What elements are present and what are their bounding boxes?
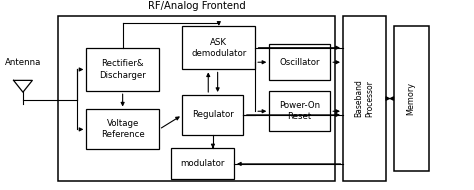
- Text: Oscillator: Oscillator: [280, 58, 320, 67]
- FancyBboxPatch shape: [393, 26, 429, 171]
- FancyBboxPatch shape: [182, 95, 244, 135]
- Text: modulator: modulator: [180, 159, 225, 168]
- Text: ASK
demodulator: ASK demodulator: [191, 38, 246, 58]
- Text: RF/Analog Frontend: RF/Analog Frontend: [148, 1, 246, 11]
- Text: Rectifier&
Discharger: Rectifier& Discharger: [99, 59, 146, 80]
- Text: Antenna: Antenna: [5, 58, 41, 67]
- Text: Power-On
Reset: Power-On Reset: [279, 101, 320, 121]
- FancyBboxPatch shape: [58, 16, 335, 181]
- Text: Memory: Memory: [407, 82, 416, 115]
- FancyBboxPatch shape: [269, 44, 330, 80]
- Text: Regulator: Regulator: [192, 110, 234, 119]
- Text: Voltage
Reference: Voltage Reference: [101, 119, 145, 139]
- FancyBboxPatch shape: [86, 48, 159, 91]
- FancyBboxPatch shape: [269, 91, 330, 131]
- Text: Baseband
Processor: Baseband Processor: [355, 80, 374, 117]
- FancyBboxPatch shape: [182, 26, 255, 70]
- FancyBboxPatch shape: [343, 16, 386, 181]
- FancyBboxPatch shape: [171, 148, 234, 179]
- FancyBboxPatch shape: [86, 109, 159, 149]
